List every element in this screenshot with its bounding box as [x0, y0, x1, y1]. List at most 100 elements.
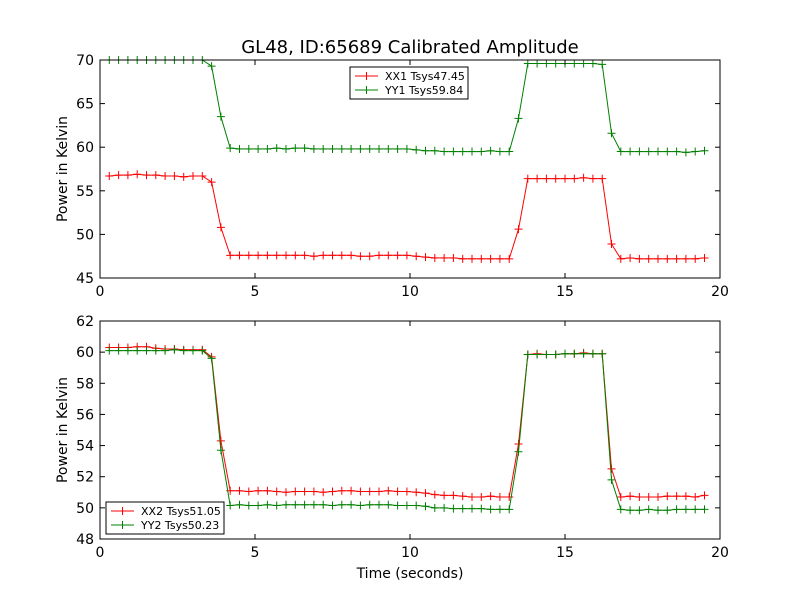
data-point	[384, 486, 393, 495]
y-tick-label: 48	[76, 532, 94, 548]
data-point	[356, 252, 365, 261]
data-point	[309, 252, 318, 261]
data-point	[337, 486, 346, 495]
legend-marker	[362, 86, 371, 94]
data-point	[207, 62, 216, 71]
data-point	[421, 146, 430, 155]
y-tick-label: 52	[76, 470, 94, 486]
x-tick-label: 0	[96, 284, 105, 300]
data-point	[644, 254, 653, 263]
data-point	[616, 505, 625, 514]
data-point	[300, 251, 309, 260]
data-point	[505, 147, 514, 156]
data-point	[691, 492, 700, 501]
data-point	[263, 500, 272, 509]
data-point	[375, 500, 383, 509]
data-point	[700, 491, 709, 500]
data-point	[198, 346, 207, 355]
data-point	[235, 251, 244, 260]
data-point	[309, 500, 318, 509]
data-point	[402, 144, 411, 153]
data-point	[412, 252, 421, 261]
data-point	[449, 253, 458, 262]
data-point	[700, 253, 709, 262]
data-point	[263, 251, 272, 260]
data-point	[654, 254, 662, 263]
data-point	[449, 504, 458, 513]
data-point	[309, 487, 318, 496]
data-point	[189, 346, 197, 355]
data-point	[440, 491, 449, 500]
data-point	[542, 59, 551, 68]
data-point	[402, 501, 411, 510]
data-point	[347, 500, 356, 509]
data-point	[151, 171, 160, 180]
data-point	[458, 147, 467, 156]
data-point	[430, 253, 439, 262]
x-tick-label: 10	[401, 284, 419, 300]
data-point	[319, 144, 328, 153]
x-tick-label: 20	[711, 545, 729, 561]
data-point	[142, 171, 151, 180]
data-point	[616, 254, 625, 263]
data-point	[663, 254, 672, 263]
data-point	[105, 346, 114, 355]
data-point	[477, 504, 486, 513]
chart-panel-1: 0 5 10 15 20 45 50 55 60 65 70 Power in Kelvin XX1 T…	[55, 53, 729, 300]
data-point	[123, 171, 132, 180]
data-point	[477, 147, 486, 156]
data-point	[607, 239, 616, 248]
legend-box	[105, 501, 225, 535]
x-axis-label: Time (seconds)	[356, 566, 464, 582]
data-point	[449, 491, 458, 500]
data-point	[291, 500, 300, 509]
data-point	[681, 254, 690, 263]
data-point	[347, 144, 356, 153]
data-point	[412, 145, 421, 154]
data-point	[486, 146, 495, 155]
data-point	[272, 501, 281, 510]
data-point	[607, 464, 616, 473]
data-point	[681, 148, 690, 157]
data-point	[663, 147, 672, 156]
x-tick-label: 5	[251, 284, 260, 300]
data-point	[161, 346, 170, 355]
data-point	[282, 500, 290, 509]
y-tick-label: 56	[76, 407, 94, 423]
data-point	[375, 251, 383, 260]
y-tick-label: 55	[76, 184, 94, 200]
data-point	[626, 506, 635, 515]
data-point	[672, 505, 681, 514]
data-point	[588, 59, 597, 68]
legend-label: XX2 Tsys51.05	[141, 505, 221, 518]
y-tick-label: 60	[76, 140, 94, 156]
data-point	[235, 500, 244, 509]
data-point	[365, 500, 374, 509]
x-tick-label: 15	[556, 545, 574, 561]
data-point	[505, 254, 514, 263]
data-point	[347, 251, 356, 260]
data-point	[170, 345, 179, 354]
y-tick-label: 62	[76, 314, 94, 330]
x-tick-label: 15	[556, 284, 574, 300]
data-point	[570, 174, 579, 183]
data-point	[579, 173, 588, 182]
legend-label: XX1 Tsys47.45	[385, 70, 465, 83]
data-point	[375, 144, 383, 153]
y-tick-label: 54	[76, 439, 94, 455]
data-point	[551, 59, 560, 68]
data-point	[430, 146, 439, 155]
data-point	[254, 486, 263, 495]
data-point	[393, 487, 402, 496]
data-point	[486, 505, 495, 514]
y-tick-label: 50	[76, 501, 94, 517]
data-point	[319, 500, 328, 509]
data-point	[523, 174, 532, 183]
data-point	[691, 147, 700, 156]
data-point	[207, 178, 216, 187]
chart-title: GL48, ID:65689 Calibrated Amplitude	[241, 37, 579, 58]
data-point	[533, 59, 542, 68]
data-point	[319, 488, 328, 497]
